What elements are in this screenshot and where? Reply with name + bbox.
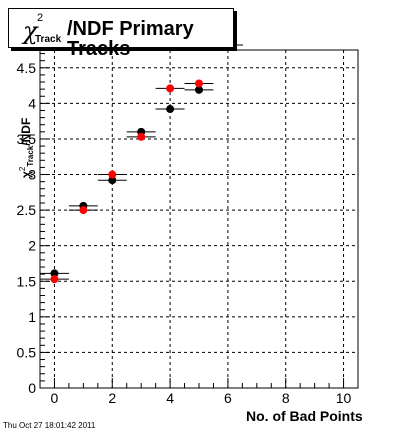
- points-layer: [40, 79, 214, 284]
- y-axis-label-symbol: χ: [19, 171, 33, 178]
- x-tick-label: 4: [166, 390, 174, 406]
- title-chi-symbol: χ: [23, 17, 38, 45]
- data-point-black: [50, 269, 59, 278]
- data-point-black: [166, 105, 175, 114]
- data-point-red: [108, 170, 117, 179]
- y-axis-label-group: χ2Track/NDF: [16, 98, 36, 178]
- y-tick-label: 4: [28, 95, 36, 111]
- y-tick-label: 1: [28, 309, 36, 325]
- timestamp: Thu Oct 27 18:01:42 2011: [3, 421, 96, 430]
- data-point-red: [166, 84, 175, 93]
- y-axis-label: χ2Track/NDF: [18, 117, 35, 178]
- ticks-layer: 0 2 4 6 8 10 0 0.5 1 1.5 2 2.5 3 3.5 4 4.5: [17, 53, 359, 406]
- data-point-red: [50, 275, 59, 284]
- y-axis-label-suffix: /NDF: [19, 117, 33, 146]
- y-tick-label: 3: [28, 167, 36, 183]
- y-axis-label-superscript: 2: [18, 166, 27, 172]
- y-tick-label: 2: [28, 238, 36, 254]
- title-box: χ 2 Track /NDF Primary Tracks: [8, 8, 234, 59]
- data-point-red: [79, 206, 88, 215]
- y-tick-label: 1.5: [17, 273, 37, 289]
- data-point-black: [108, 176, 117, 185]
- y-tick-label: 3.5: [17, 131, 37, 147]
- x-tick-label: 6: [224, 390, 232, 406]
- title-subscript: Track: [35, 34, 62, 45]
- x-tick-label: 0: [51, 390, 59, 406]
- axes-layer: [39, 44, 359, 389]
- x-tick-label: 10: [336, 390, 352, 406]
- chart-title: /NDF Primary Tracks: [67, 18, 194, 60]
- y-tick-label: 0: [28, 380, 36, 396]
- data-point-red: [195, 79, 203, 88]
- x-tick-label: 8: [282, 390, 290, 406]
- data-point-red: [137, 132, 146, 141]
- y-tick-label: 2.5: [17, 202, 37, 218]
- y-tick-label: 4.5: [17, 60, 37, 76]
- data-point-black: [195, 85, 203, 94]
- title-superscript: 2: [37, 12, 44, 24]
- y-axis-label-subscript: Track: [26, 145, 35, 167]
- x-axis-label: No. of Bad Points: [246, 408, 363, 424]
- x-tick-label: 2: [108, 390, 116, 406]
- plot-frame: [39, 49, 359, 389]
- y-tick-label: 0.5: [17, 344, 37, 360]
- grid-layer: [40, 50, 358, 389]
